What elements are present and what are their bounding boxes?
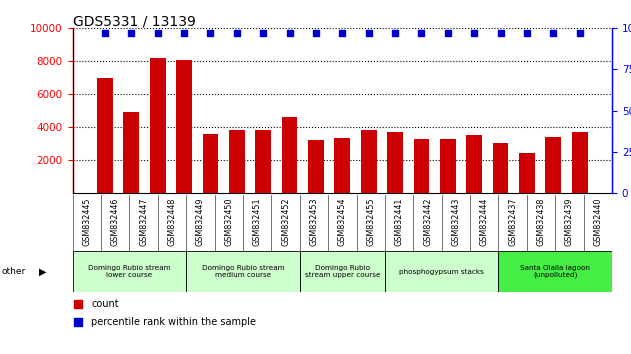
Text: Domingo Rubio stream
medium course: Domingo Rubio stream medium course (202, 265, 284, 278)
Bar (150, 58, 166, 193)
Bar (229, 130, 245, 193)
Bar (385, 251, 498, 292)
Point (337, 30, 347, 36)
Point (390, 30, 400, 36)
Bar (124, 112, 139, 193)
Bar (308, 140, 324, 193)
Text: GSM832438: GSM832438 (536, 198, 546, 246)
Text: GSM832445: GSM832445 (82, 198, 91, 246)
Bar (300, 251, 385, 292)
Point (285, 30, 295, 36)
Bar (572, 132, 587, 193)
Point (311, 30, 321, 36)
Point (522, 30, 532, 36)
Text: GSM832439: GSM832439 (565, 198, 574, 246)
Text: GSM832437: GSM832437 (508, 198, 517, 246)
Point (232, 30, 242, 36)
Text: percentile rank within the sample: percentile rank within the sample (91, 317, 256, 327)
Point (258, 30, 268, 36)
Point (443, 30, 453, 36)
Text: Santa Olalla lagoon
(unpolluted): Santa Olalla lagoon (unpolluted) (521, 265, 590, 279)
Bar (545, 137, 561, 193)
Point (153, 30, 163, 36)
Text: count: count (91, 299, 119, 309)
Bar (186, 251, 300, 292)
Text: GSM832447: GSM832447 (139, 198, 148, 246)
Text: GDS5331 / 13139: GDS5331 / 13139 (73, 14, 196, 28)
Bar (519, 153, 535, 193)
Point (416, 30, 427, 36)
Text: GSM832448: GSM832448 (167, 198, 177, 246)
Text: GSM832443: GSM832443 (451, 198, 461, 246)
Text: GSM832451: GSM832451 (252, 198, 262, 246)
Text: ▶: ▶ (39, 267, 47, 277)
Bar (413, 139, 429, 193)
Bar (493, 143, 509, 193)
Point (126, 30, 136, 36)
Point (469, 30, 479, 36)
Bar (203, 134, 218, 193)
Text: GSM832453: GSM832453 (309, 198, 319, 246)
Text: GSM832444: GSM832444 (480, 198, 489, 246)
Point (386, 230, 396, 236)
Text: GSM832442: GSM832442 (423, 198, 432, 246)
Bar (387, 132, 403, 193)
Point (575, 30, 585, 36)
Bar (440, 139, 456, 193)
Point (100, 30, 110, 36)
Text: GSM832452: GSM832452 (281, 198, 290, 246)
Point (179, 30, 189, 36)
Bar (466, 135, 482, 193)
Text: phosphogypsum stacks: phosphogypsum stacks (399, 269, 484, 275)
Bar (256, 130, 271, 193)
Text: Domingo Rubio stream
lower course: Domingo Rubio stream lower course (88, 265, 170, 278)
Bar (281, 117, 297, 193)
Bar (334, 138, 350, 193)
Text: GSM832450: GSM832450 (224, 198, 233, 246)
Bar (73, 251, 186, 292)
Bar (176, 61, 192, 193)
Text: GSM832449: GSM832449 (196, 198, 205, 246)
Text: GSM832454: GSM832454 (338, 198, 347, 246)
Text: GSM832446: GSM832446 (110, 198, 120, 246)
Text: GSM832455: GSM832455 (366, 198, 375, 246)
Text: other: other (1, 267, 25, 276)
Bar (498, 251, 612, 292)
Text: GSM832441: GSM832441 (394, 198, 404, 246)
Point (206, 30, 216, 36)
Bar (361, 130, 377, 193)
Point (548, 30, 558, 36)
Bar (97, 78, 113, 193)
Point (495, 30, 505, 36)
Text: GSM832440: GSM832440 (593, 198, 603, 246)
Text: Domingo Rubio
stream upper course: Domingo Rubio stream upper course (305, 265, 380, 278)
Point (363, 30, 374, 36)
Point (386, 69, 396, 75)
